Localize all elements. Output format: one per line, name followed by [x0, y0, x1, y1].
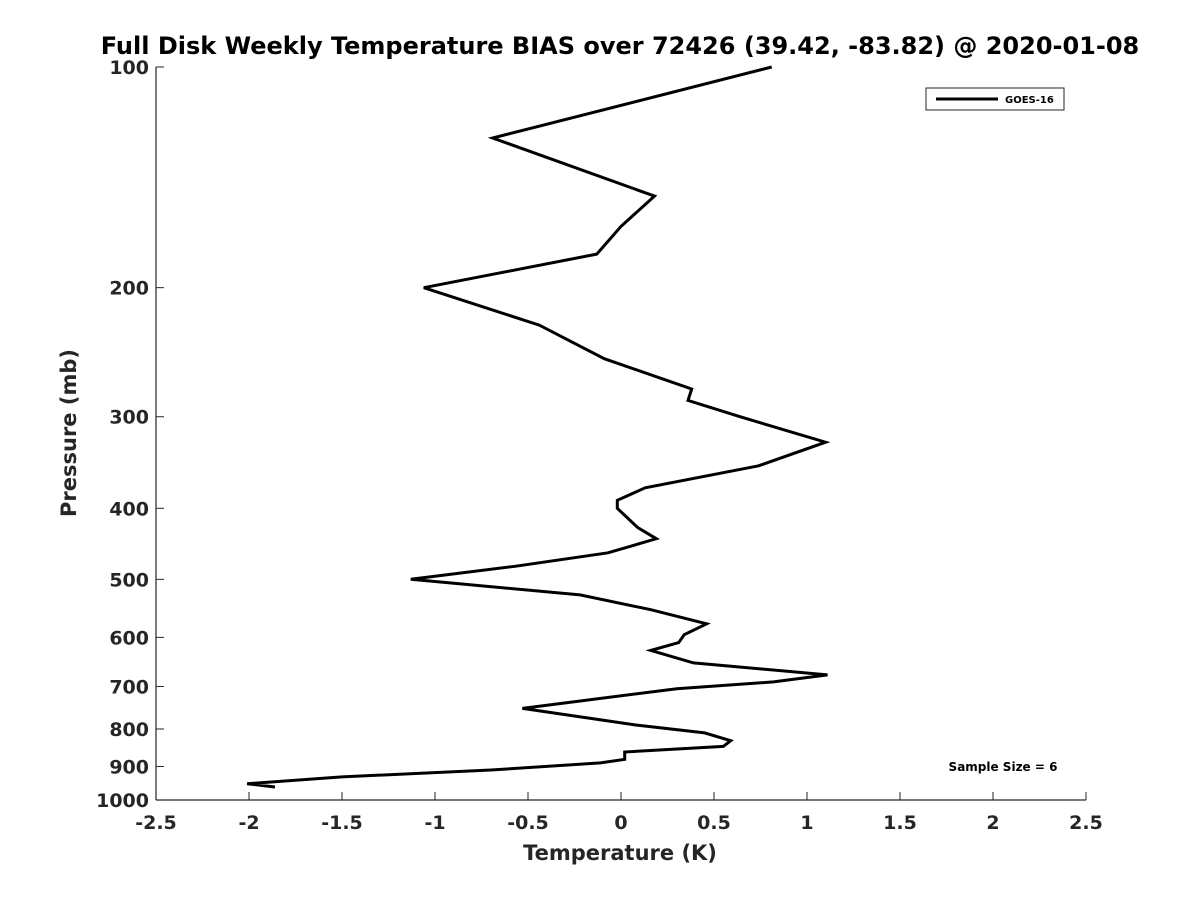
- x-tick-label: -2: [238, 812, 259, 834]
- y-tick-label: 500: [109, 569, 149, 591]
- x-tick-label: -1.5: [321, 812, 363, 834]
- y-tick-label: 300: [109, 407, 149, 429]
- sample-size-annotation: Sample Size = 6: [949, 760, 1058, 774]
- y-tick-label: 800: [109, 719, 149, 741]
- y-tick-label: 700: [109, 676, 149, 698]
- x-tick-label: 0.5: [697, 812, 731, 834]
- x-tick-label: -0.5: [507, 812, 549, 834]
- x-tick-label: 0: [614, 812, 627, 834]
- x-tick-label: -1: [424, 812, 445, 834]
- y-tick-label: 400: [109, 498, 149, 520]
- x-tick-label: 2.5: [1069, 812, 1103, 834]
- x-tick-label: -2.5: [135, 812, 177, 834]
- tick-marks: [155, 66, 1087, 801]
- x-tick-label: 2: [986, 812, 999, 834]
- y-tick-label: 600: [109, 627, 149, 649]
- x-tick-label: 1: [800, 812, 813, 834]
- chart-title: Full Disk Weekly Temperature BIAS over 7…: [101, 32, 1140, 60]
- y-tick-label: 200: [109, 278, 149, 300]
- x-axis-label: Temperature (K): [523, 841, 717, 865]
- y-tick-label: 100: [109, 57, 149, 79]
- series-layer: [246, 65, 831, 789]
- y-tick-label: 900: [109, 756, 149, 778]
- x-tick-label: 1.5: [883, 812, 917, 834]
- y-axis-label: Pressure (mb): [57, 349, 81, 517]
- series-line-goes-16: [246, 65, 831, 789]
- legend-label-goes-16: GOES-16: [1005, 95, 1054, 106]
- legend: GOES-16: [925, 87, 1065, 111]
- y-tick-label: 1000: [96, 790, 149, 812]
- axes: [155, 67, 1086, 801]
